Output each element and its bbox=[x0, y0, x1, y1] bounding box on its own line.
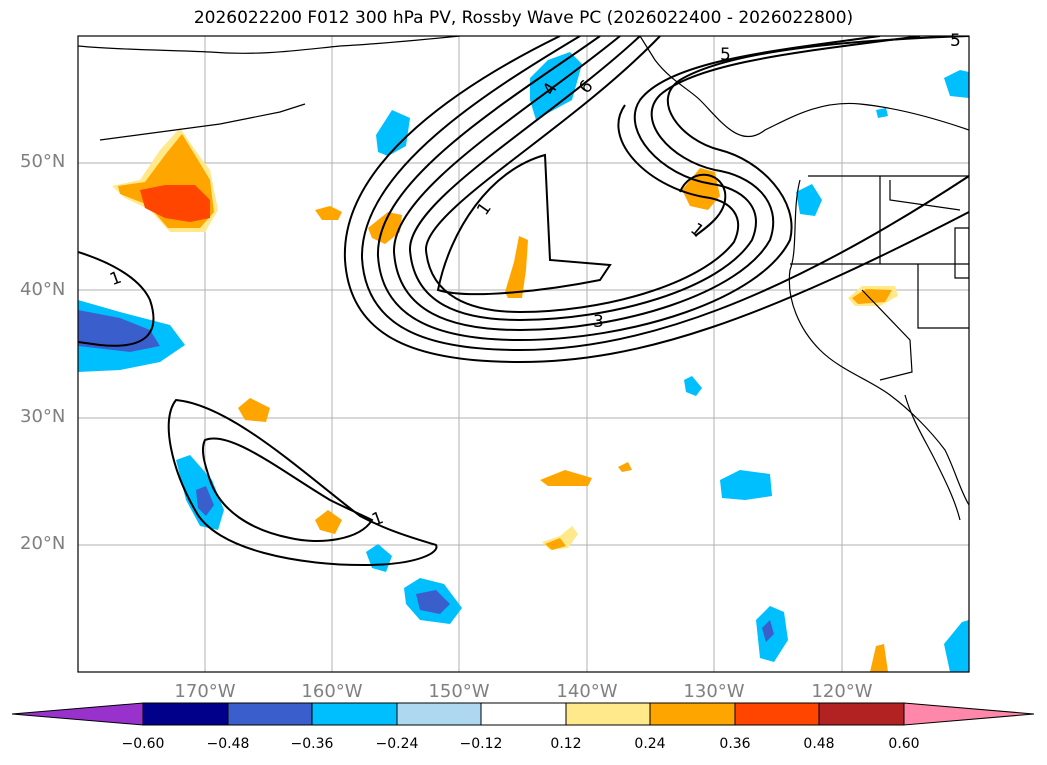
pv-contour bbox=[424, 36, 740, 314]
contour-label: 1 bbox=[686, 219, 707, 241]
colorbar-tick: −0.24 bbox=[375, 736, 419, 752]
negative-anomaly bbox=[196, 486, 214, 516]
plot-frame bbox=[77, 35, 970, 673]
pv-contour bbox=[392, 36, 921, 332]
lon-label: 170°W bbox=[174, 681, 236, 702]
colorbar-swatch bbox=[311, 702, 398, 726]
lon-label: 140°W bbox=[556, 681, 618, 702]
lat-label: 20°N bbox=[20, 533, 66, 554]
colorbar-tick: −0.60 bbox=[121, 736, 165, 752]
negative-anomaly bbox=[366, 544, 392, 572]
colorbar-tick: 0.24 bbox=[634, 736, 666, 752]
negative-anomaly bbox=[944, 70, 969, 98]
positive-anomaly bbox=[852, 289, 892, 304]
pv-contour bbox=[201, 437, 374, 542]
lat-label: 30°N bbox=[20, 406, 66, 427]
positive-anomaly bbox=[870, 644, 888, 672]
colorbar-low-extend bbox=[11, 702, 144, 726]
colorbar-swatch bbox=[565, 702, 651, 726]
colorbar-tick: 0.12 bbox=[550, 736, 582, 752]
colorbar-tick: 0.48 bbox=[803, 736, 835, 752]
colorbar-swatch bbox=[818, 702, 905, 726]
colorbar-swatch bbox=[227, 702, 313, 726]
lon-label: 130°W bbox=[683, 681, 745, 702]
colorbar-high-extend bbox=[903, 702, 1035, 726]
plot-title: 2026022200 F012 300 hPa PV, Rossby Wave … bbox=[193, 8, 854, 28]
pv-contour bbox=[679, 173, 727, 237]
colorbar-swatch bbox=[142, 702, 229, 726]
lon-label: 150°W bbox=[428, 681, 490, 702]
colorbar-tick: 0.36 bbox=[719, 736, 751, 752]
shaded-anomalies bbox=[78, 52, 969, 672]
negative-anomaly bbox=[796, 184, 822, 216]
aleutians bbox=[99, 103, 306, 141]
colorbar-tick: 0.60 bbox=[888, 736, 920, 752]
north-america-coast bbox=[788, 179, 969, 506]
negative-anomaly bbox=[876, 108, 888, 118]
positive-anomaly bbox=[505, 236, 528, 298]
positive-anomaly bbox=[315, 206, 342, 220]
state-border bbox=[917, 264, 969, 329]
pv-contour bbox=[343, 36, 969, 364]
colorbar-tick: −0.36 bbox=[290, 736, 334, 752]
contour-label: 5 bbox=[950, 31, 961, 51]
positive-anomaly bbox=[315, 510, 342, 534]
contour-label: 1 bbox=[369, 508, 386, 530]
lon-label: 160°W bbox=[301, 681, 363, 702]
colorbar-tick: −0.48 bbox=[206, 736, 250, 752]
pv-contour bbox=[376, 36, 969, 342]
contour-label: 5 bbox=[720, 45, 731, 65]
lon-label: 120°W bbox=[811, 681, 873, 702]
positive-anomaly bbox=[618, 462, 632, 472]
contour-label: 3 bbox=[593, 312, 604, 332]
negative-anomaly bbox=[416, 590, 450, 614]
contour-label: 1 bbox=[473, 199, 496, 219]
pv-contours bbox=[78, 36, 969, 567]
negative-anomaly bbox=[944, 620, 969, 672]
contour-label: 6 bbox=[575, 77, 597, 98]
pv-contour bbox=[360, 36, 969, 352]
colorbar bbox=[11, 702, 1035, 726]
negative-anomaly bbox=[684, 376, 702, 396]
north-america-coast bbox=[639, 36, 969, 138]
pv-contour bbox=[78, 251, 155, 347]
positive-anomaly bbox=[545, 538, 566, 550]
pv-contour bbox=[408, 36, 881, 322]
coastlines bbox=[78, 36, 969, 521]
colorbar-tick: −0.12 bbox=[459, 736, 503, 752]
positive-anomaly bbox=[238, 398, 270, 422]
negative-anomaly bbox=[720, 470, 772, 500]
pv-contour bbox=[167, 398, 438, 567]
lat-label: 40°N bbox=[20, 279, 66, 300]
pv-contour bbox=[436, 153, 612, 296]
colorbar-swatch bbox=[480, 702, 567, 726]
baja-coast bbox=[904, 394, 961, 521]
positive-anomaly bbox=[540, 470, 592, 486]
positive-anomaly bbox=[368, 212, 402, 244]
colorbar-swatch bbox=[734, 702, 820, 726]
colorbar-swatch bbox=[396, 702, 482, 726]
state-border bbox=[954, 227, 969, 279]
state-border bbox=[861, 289, 913, 381]
positive-anomaly bbox=[140, 185, 210, 222]
colorbar-swatch bbox=[649, 702, 736, 726]
negative-anomaly bbox=[376, 110, 410, 156]
border bbox=[889, 180, 961, 211]
lat-label: 50°N bbox=[20, 151, 66, 172]
alaska-coast bbox=[78, 36, 461, 54]
negative-anomaly bbox=[762, 620, 774, 642]
